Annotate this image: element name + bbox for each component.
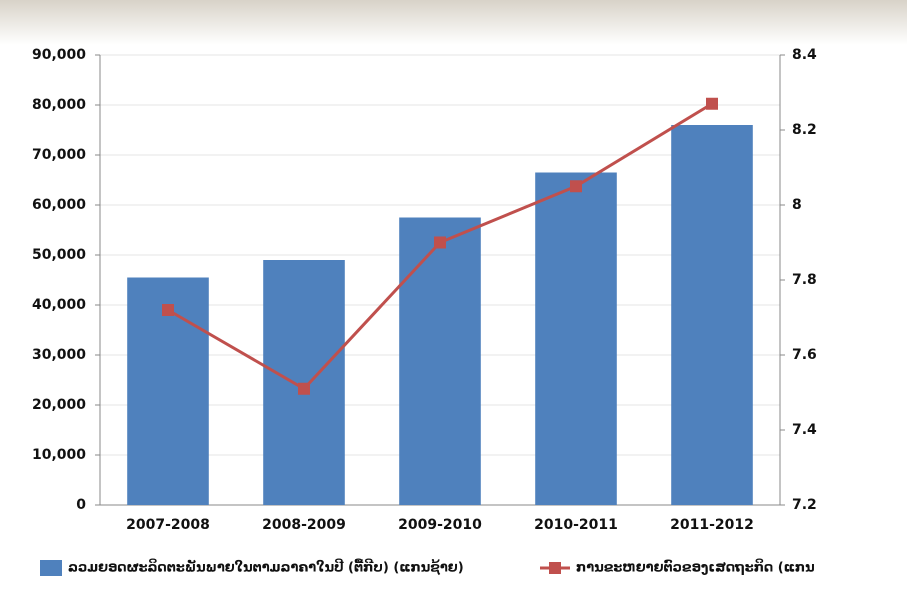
y2-tick-label: 7.4 [792, 422, 817, 438]
y-tick-label: 10,000 [32, 447, 86, 463]
y-tick-label: 40,000 [32, 297, 86, 313]
y-tick-label: 30,000 [32, 347, 86, 363]
line-marker [298, 382, 310, 395]
legend-label: ລວມຍອດຜະລິດຕະພັນພາຍໃນຕາມລາຄາໃນປີ (ຕື້ກີບ… [68, 560, 464, 576]
x-tick-label: 2009-2010 [398, 517, 482, 533]
y-tick-label: 50,000 [32, 247, 86, 263]
y-tick-label: 70,000 [32, 147, 86, 163]
y2-tick-label: 7.2 [792, 497, 817, 513]
line-marker [434, 236, 446, 249]
legend-swatch [40, 560, 62, 576]
background-banner [0, 0, 907, 45]
legend-swatch [549, 562, 561, 574]
bar [671, 125, 753, 505]
x-tick-label: 2007-2008 [126, 517, 210, 533]
line-marker [162, 304, 174, 316]
x-tick-label: 2008-2009 [262, 517, 346, 533]
y2-tick-label: 8 [792, 197, 802, 213]
y2-tick-label: 7.8 [792, 272, 817, 288]
line-marker [570, 180, 582, 193]
y-tick-label: 20,000 [32, 397, 86, 413]
y2-tick-label: 7.6 [792, 347, 817, 363]
bar [263, 260, 345, 505]
y-tick-label: 0 [76, 497, 86, 513]
line-marker [706, 97, 718, 110]
y-tick-label: 60,000 [32, 197, 86, 213]
y2-tick-label: 8.4 [792, 47, 817, 63]
x-tick-label: 2011-2012 [670, 517, 754, 533]
bar [535, 172, 617, 505]
y-tick-label: 80,000 [32, 97, 86, 113]
legend-label: ການຂະຫຍາຍຕົວຂອງເສດຖະກິດ (ແກນ [576, 560, 815, 576]
y-tick-label: 90,000 [32, 47, 86, 63]
bar [399, 217, 481, 505]
y2-tick-label: 8.2 [792, 122, 817, 138]
x-tick-label: 2010-2011 [534, 517, 618, 533]
